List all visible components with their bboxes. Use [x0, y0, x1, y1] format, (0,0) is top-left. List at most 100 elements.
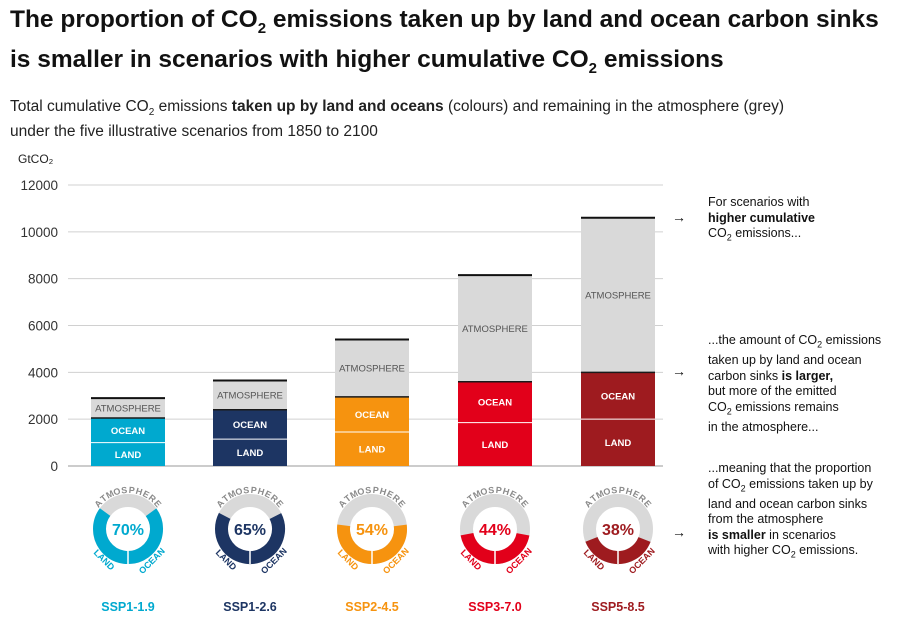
- bar-segment-land: [458, 422, 532, 466]
- segment-label: LAND: [115, 450, 142, 461]
- bar-segment-atmosphere: [458, 275, 532, 382]
- donut-sink-arc: [215, 494, 285, 564]
- chart-subtitle: Total cumulative CO2 emissions taken up …: [10, 98, 784, 141]
- bar-segment-land: [91, 442, 165, 466]
- donut-percent: 44%: [479, 522, 511, 539]
- donut-atmosphere-letter: O: [602, 486, 612, 498]
- bar-segment-atmosphere: [335, 339, 409, 397]
- segment-label: OCEAN: [233, 420, 267, 431]
- donut-sink-arc: [460, 494, 530, 564]
- segment-label: LAND: [237, 448, 264, 459]
- donut-atmosphere-letter: R: [269, 493, 281, 505]
- donut-atmosphere-letter: O: [112, 486, 122, 498]
- segment-label: OCEAN: [478, 398, 512, 409]
- donut-atmosphere-letter: E: [141, 489, 151, 501]
- donut-atmosphere-letter: O: [356, 486, 366, 498]
- title-line2: is smaller in scenarios with higher cumu…: [10, 45, 724, 77]
- donut-atmosphere-letter: T: [98, 493, 109, 505]
- donut-percent: 65%: [234, 522, 266, 539]
- donut-atmosphere-letter: H: [257, 486, 266, 497]
- scenario-label: SSP5-8.5: [591, 600, 645, 614]
- donut-atmosphere-letter: P: [128, 485, 135, 496]
- donut-atmosphere-letter: A: [92, 498, 104, 510]
- y-tick-label: 0: [50, 459, 58, 474]
- bar-segment-ocean: [213, 409, 287, 440]
- bar-segment-ocean: [91, 417, 165, 443]
- donut-atmosphere-letter: T: [588, 493, 599, 505]
- donut-atmosphere-letter: H: [135, 486, 144, 497]
- note-higher-emissions: For scenarios with higher cumulative CO2…: [708, 195, 815, 243]
- donut-atmosphere-letter: M: [594, 488, 605, 500]
- donut-atmosphere-letter: E: [152, 498, 164, 509]
- donut-atmosphere-letter: A: [459, 498, 471, 510]
- segment-label: ATMOSPHERE: [339, 364, 405, 375]
- arrow-icon-1: →: [672, 209, 686, 225]
- bar-segment-land: [335, 432, 409, 466]
- donut-atmosphere-letter: E: [263, 489, 273, 501]
- donut-atmosphere-letter: E: [274, 498, 286, 509]
- donut-atmosphere-letter: T: [342, 493, 353, 505]
- donut-atmosphere-letter: H: [379, 486, 388, 497]
- segment-label: OCEAN: [355, 410, 389, 421]
- donut-atmosphere-letter: M: [104, 488, 115, 500]
- donut-sink-arc: [93, 494, 163, 564]
- y-tick-label: 4000: [28, 365, 58, 380]
- segment-label: OCEAN: [111, 426, 145, 437]
- y-tick-label: 2000: [28, 412, 58, 427]
- bar-segment-land: [213, 439, 287, 466]
- y-tick-label: 6000: [28, 319, 58, 334]
- segment-label: ATMOSPHERE: [95, 404, 161, 415]
- donut-atmosphere-letter: R: [391, 493, 403, 505]
- donut-atmosphere-letter: R: [637, 493, 649, 505]
- donut-atmosphere-letter: E: [631, 489, 641, 501]
- donut-atmosphere-letter: H: [625, 486, 634, 497]
- donut-atmosphere-letter: P: [495, 485, 502, 496]
- title-line1: The proportion of CO2 emissions taken up…: [10, 6, 879, 37]
- scenario-label: SSP1-1.9: [101, 600, 155, 614]
- bar-segment-ocean: [458, 381, 532, 423]
- donut-percent: 54%: [356, 522, 388, 539]
- arrow-icon-2: →: [672, 363, 686, 379]
- donut-percent: 38%: [602, 522, 634, 539]
- bar-segment-atmosphere: [581, 217, 655, 373]
- donut-atmosphere-letter: O: [479, 486, 489, 498]
- donut-atmosphere-letter: M: [348, 488, 359, 500]
- segment-label: LAND: [359, 445, 386, 456]
- scenario-label: SSP3-7.0: [468, 600, 522, 614]
- segment-label: LAND: [482, 440, 509, 451]
- donut-atmosphere-letter: E: [642, 498, 654, 509]
- note-sinks-larger: ...the amount of CO2 emissions taken up …: [708, 333, 882, 434]
- segment-label: ATMOSPHERE: [585, 291, 651, 302]
- donut-sink-arc: [337, 494, 407, 564]
- donut-atmosphere-letter: R: [514, 493, 526, 505]
- donut-atmosphere-letter: E: [385, 489, 395, 501]
- donut-atmosphere-letter: M: [471, 488, 482, 500]
- donut-atmosphere-letter: E: [396, 498, 408, 509]
- segment-label: ATMOSPHERE: [462, 324, 528, 335]
- donut-atmosphere-letter: S: [243, 485, 250, 496]
- arrow-icon-3: →: [672, 524, 686, 540]
- segment-label: LAND: [605, 438, 632, 449]
- scenario-label: SSP1-2.6: [223, 600, 277, 614]
- chart-title: The proportion of CO2 emissions taken up…: [10, 4, 910, 84]
- bar-segment-ocean: [335, 396, 409, 433]
- donut-atmosphere-letter: S: [121, 485, 128, 496]
- segment-label: OCEAN: [601, 391, 635, 402]
- donut-percent: 70%: [112, 522, 144, 539]
- donut-atmosphere-letter: A: [582, 498, 594, 510]
- scenario-label: SSP2-4.5: [345, 600, 399, 614]
- donut-atmosphere-letter: S: [488, 485, 495, 496]
- donut-atmosphere-letter: O: [234, 486, 244, 498]
- donut-atmosphere-letter: T: [220, 493, 231, 505]
- note-proportion-smaller: ...meaning that the proportion of CO2 em…: [708, 461, 873, 560]
- y-tick-label: 10000: [20, 225, 58, 240]
- bar-segment-ocean: [581, 372, 655, 420]
- donut-atmosphere-letter: A: [214, 498, 226, 510]
- bar-segment-atmosphere: [91, 398, 165, 418]
- y-axis-label: GtCO₂: [18, 152, 54, 166]
- y-tick-label: 12000: [20, 178, 58, 193]
- y-tick-label: 8000: [28, 272, 58, 287]
- donut-atmosphere-letter: E: [519, 498, 531, 509]
- donut-atmosphere-letter: R: [147, 493, 159, 505]
